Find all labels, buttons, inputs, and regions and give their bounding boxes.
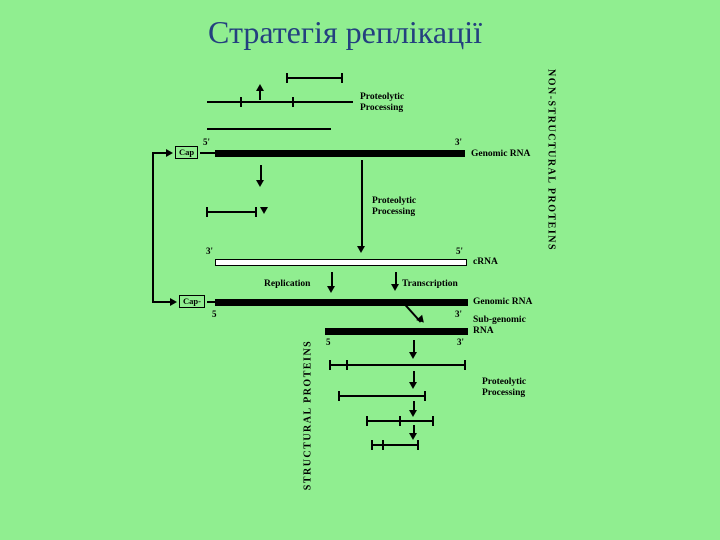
cleavage-tick [338,391,340,401]
arrow-down-icon [256,180,264,187]
cleavage-tick [432,416,434,426]
cleavage-tick [346,360,348,370]
arrow-stem [395,272,397,284]
cleavage-tick [240,97,242,107]
cap-connector [207,301,215,303]
label-genomic-rna-bottom: Genomic RNA [473,297,533,307]
label-structural-proteins: STRUCTURAL PROTEINS [302,339,314,491]
nonstructural-product-line-1 [287,77,343,79]
label-3-prime-subgenomic: 3' [457,337,465,347]
cleavage-tick [329,360,331,370]
arrow-stem [413,425,415,433]
arrow-stem [331,272,333,286]
arrow-down-icon [409,410,417,417]
label-proteolytic-top: Proteolytic Processing [360,92,405,113]
label-nonstructural-proteins: NON-STRUCTURAL PROTEINS [545,68,557,252]
cleavage-tick [417,440,419,450]
cleavage-tick [206,207,208,217]
nonstructural-polyprotein-line [207,101,353,103]
cycle-bracket-line [152,152,154,303]
arrow-right-icon [170,298,177,306]
arrow-stem [413,340,415,352]
cleavage-tick [292,97,294,107]
label-proteolytic-mid: Proteolytic Processing [372,196,417,217]
structural-product-line-3 [372,444,418,446]
cleavage-tick [424,391,426,401]
cycle-bracket-bottom [152,301,170,303]
arrow-stem [361,160,363,246]
crna-bar [215,259,467,266]
label-5-subgenomic: 5 [326,337,331,347]
cleavage-tick [341,73,343,83]
label-proteolytic-bottom: Proteolytic Processing [482,377,527,398]
arrow-down-icon [409,433,417,440]
structural-product-line-1 [339,395,425,397]
label-5-genomic-bottom: 5 [212,309,217,319]
label-3-prime-top: 3' [455,137,463,147]
cap-box-bottom: Cap- [179,295,205,308]
label-3-prime-genomic-bottom: 3' [455,309,463,319]
arrow-down-icon [409,352,417,359]
label-genomic-rna-top: Genomic RNA [471,149,531,159]
cleavage-tick [286,73,288,83]
arrow-stem [260,165,262,180]
subgenomic-rna-bar [325,328,468,335]
cycle-bracket-top [152,152,166,154]
genomic-rna-bar-bottom [215,299,468,306]
cleavage-tick [399,416,401,426]
arrow-stem [413,371,415,382]
cleavage-tick [382,440,384,450]
label-5-prime-top: 5' [203,137,211,147]
label-replication: Replication [264,279,311,289]
arrow-down-icon [409,382,417,389]
label-transcription: Transcription [402,279,458,289]
label-subgenomic-rna: Sub-genomic RNA [473,315,526,336]
cap-connector [200,152,215,154]
arrow-stem [259,91,261,100]
label-5-prime-crna: 5' [456,246,464,256]
genomic-rna-bar-top [215,150,465,157]
label-3-prime-crna: 3' [206,246,214,256]
arrow-stem [413,401,415,410]
slide-title: Стратегія реплікації [208,14,482,50]
arrow-down-icon [357,246,365,253]
cleavage-tick [371,440,373,450]
nonstructural-product-line-2 [207,128,331,130]
label-crna: cRNA [473,257,498,267]
arrow-down-icon [327,286,335,293]
cleavage-tick [464,360,466,370]
cleavage-tick [366,416,368,426]
arrow-down-icon [260,207,268,214]
arrow-down-icon [391,284,399,291]
structural-polyprotein-line [330,364,465,366]
arrow-up-icon [256,84,264,91]
cap-box-top: Cap [175,146,199,159]
nonstructural-product-line-3 [207,211,257,213]
cleavage-tick [255,207,257,217]
arrow-right-icon [166,149,173,157]
